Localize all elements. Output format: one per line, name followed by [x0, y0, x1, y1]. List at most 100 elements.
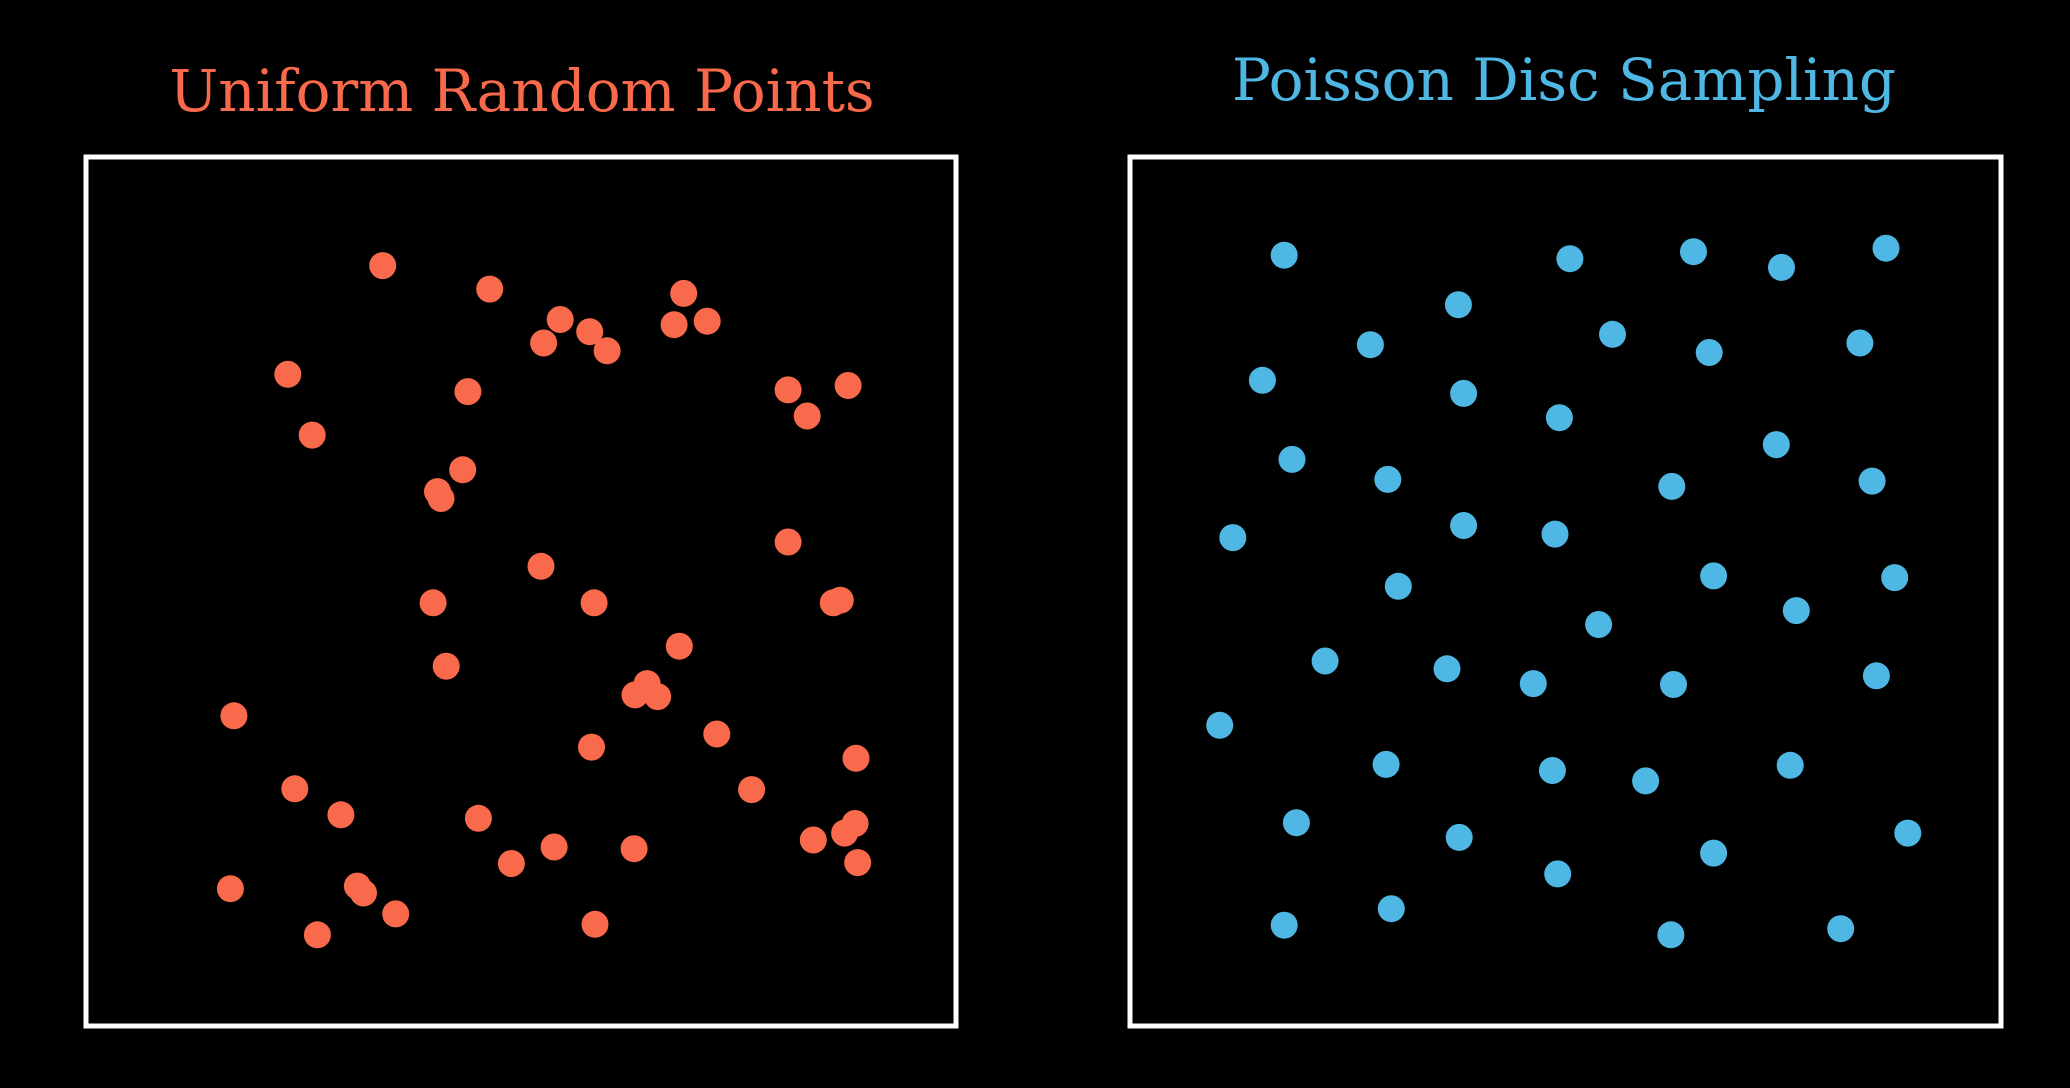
poisson-disc-frame — [1127, 154, 2004, 1029]
poisson-point — [1219, 524, 1247, 552]
uniform-point — [799, 826, 827, 854]
uniform-point — [274, 360, 302, 388]
uniform-point — [419, 589, 447, 617]
uniform-point — [432, 652, 460, 680]
poisson-point — [1858, 467, 1886, 495]
uniform-point — [670, 279, 698, 307]
poisson-disc-points — [1206, 234, 1922, 949]
poisson-point — [1374, 465, 1402, 493]
uniform-point — [593, 337, 621, 365]
uniform-point — [464, 804, 492, 832]
uniform-point — [738, 776, 766, 804]
uniform-point — [449, 456, 477, 484]
poisson-point — [1278, 445, 1306, 473]
poisson-point — [1782, 597, 1810, 625]
poisson-point — [1282, 809, 1310, 837]
poisson-point — [1827, 915, 1855, 943]
uniform-point — [774, 376, 802, 404]
uniform-point — [303, 921, 331, 949]
poisson-point — [1270, 911, 1298, 939]
poisson-point — [1541, 520, 1569, 548]
poisson-point — [1384, 572, 1412, 600]
poisson-point — [1544, 860, 1572, 888]
uniform-point — [369, 252, 397, 280]
uniform-point — [826, 586, 854, 614]
uniform-point — [703, 720, 731, 748]
poisson-point — [1700, 839, 1728, 867]
uniform-point — [497, 850, 525, 877]
poisson-point — [1556, 245, 1584, 273]
poisson-point — [1695, 339, 1723, 366]
uniform-point — [834, 372, 862, 399]
poisson-point — [1700, 562, 1728, 590]
poisson-point — [1311, 647, 1339, 675]
poisson-point — [1599, 320, 1626, 348]
poisson-point — [1632, 767, 1660, 795]
uniform-point — [546, 306, 574, 333]
uniform-point — [382, 900, 410, 928]
poisson-point — [1206, 711, 1234, 739]
uniform-point — [576, 318, 604, 346]
poisson-point — [1545, 404, 1573, 432]
uniform-point — [644, 683, 672, 711]
uniform-point — [620, 835, 648, 863]
uniform-point — [540, 833, 568, 861]
poisson-point — [1658, 472, 1686, 500]
poisson-point — [1657, 921, 1685, 949]
poisson-disc-title: Poisson Disc Sampling — [1232, 46, 1896, 114]
poisson-point — [1356, 331, 1384, 359]
uniform-point — [793, 402, 821, 430]
poisson-point — [1248, 366, 1276, 394]
poisson-disc-panel: Poisson Disc Sampling — [1127, 46, 2004, 1029]
uniform-point — [281, 775, 309, 803]
poisson-point — [1862, 662, 1890, 690]
uniform-point — [350, 879, 377, 907]
uniform-point — [581, 910, 609, 938]
poisson-point — [1433, 655, 1461, 683]
uniform-point — [660, 311, 688, 339]
poisson-point — [1680, 238, 1707, 266]
poisson-point — [1585, 611, 1613, 638]
poisson-point — [1660, 671, 1687, 698]
uniform-point — [327, 801, 355, 829]
poisson-point — [1445, 823, 1473, 851]
poisson-point — [1894, 819, 1922, 847]
uniform-point — [580, 589, 608, 617]
uniform-random-title: Uniform Random Points — [169, 57, 874, 125]
uniform-point — [427, 485, 455, 512]
uniform-point — [621, 681, 649, 709]
uniform-point — [842, 744, 870, 772]
poisson-point — [1881, 564, 1909, 592]
uniform-random-points — [216, 252, 872, 949]
poisson-point — [1846, 329, 1874, 357]
uniform-point — [476, 275, 504, 303]
uniform-point — [665, 632, 693, 660]
uniform-point — [841, 810, 869, 837]
poisson-point — [1519, 670, 1547, 698]
uniform-point — [578, 733, 605, 761]
poisson-point — [1270, 241, 1298, 269]
uniform-point — [774, 528, 802, 556]
uniform-point — [844, 849, 872, 877]
poisson-point — [1444, 291, 1472, 319]
poisson-point — [1776, 751, 1804, 779]
uniform-point — [298, 421, 326, 449]
uniform-point — [216, 875, 244, 903]
uniform-point — [530, 329, 558, 357]
uniform-point — [454, 378, 482, 406]
poisson-point — [1372, 750, 1400, 778]
poisson-point — [1768, 253, 1795, 281]
poisson-point — [1450, 379, 1478, 407]
poisson-point — [1450, 512, 1478, 539]
uniform-random-panel: Uniform Random Points — [83, 57, 959, 1029]
poisson-point — [1872, 234, 1900, 262]
poisson-point — [1377, 895, 1405, 923]
poisson-point — [1762, 431, 1790, 459]
uniform-random-frame — [83, 154, 959, 1029]
uniform-point — [527, 552, 555, 580]
uniform-point — [693, 307, 721, 335]
poisson-point — [1538, 757, 1566, 784]
uniform-point — [220, 702, 248, 730]
